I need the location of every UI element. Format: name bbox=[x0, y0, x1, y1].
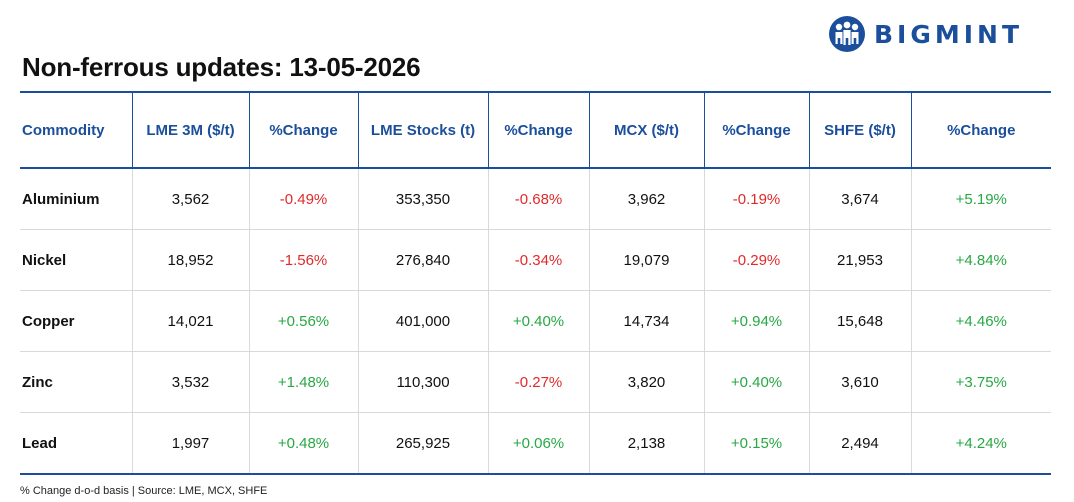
mcx-change-value: +0.94% bbox=[703, 290, 809, 352]
commodity-name: Aluminium bbox=[20, 168, 132, 230]
lme-change-value: +1.48% bbox=[248, 351, 358, 413]
mcx-change-value: -0.19% bbox=[703, 168, 809, 230]
mcx-change-value: +0.15% bbox=[703, 412, 809, 475]
lme-3m-value: 18,952 bbox=[131, 229, 249, 291]
lme-change-value: +0.48% bbox=[248, 412, 358, 475]
brand-name: BIGMINT bbox=[874, 19, 1024, 49]
mcx-change-value: -0.29% bbox=[703, 229, 809, 291]
header-stocks-change: %Change bbox=[487, 91, 589, 169]
mcx-change-value: +0.40% bbox=[703, 351, 809, 413]
mcx-value: 3,962 bbox=[588, 168, 704, 230]
shfe-change-value: +4.46% bbox=[910, 290, 1051, 352]
prices-table-container: Commodity LME 3M ($/t) %Change LME Stock… bbox=[20, 91, 1051, 475]
commodity-name: Zinc bbox=[20, 351, 132, 413]
lme-3m-value: 1,997 bbox=[131, 412, 249, 475]
shfe-change-value: +4.24% bbox=[910, 412, 1051, 475]
lme-stocks-value: 265,925 bbox=[357, 412, 488, 475]
lme-change-value: -1.56% bbox=[248, 229, 358, 291]
table-row: Nickel 18,952 -1.56% 276,840 -0.34% 19,0… bbox=[20, 229, 1051, 291]
lme-stocks-value: 353,350 bbox=[357, 168, 488, 230]
mcx-value: 3,820 bbox=[588, 351, 704, 413]
header-mcx-change: %Change bbox=[703, 91, 809, 169]
stocks-change-value: +0.06% bbox=[487, 412, 589, 475]
commodity-name: Nickel bbox=[20, 229, 132, 291]
shfe-change-value: +3.75% bbox=[910, 351, 1051, 413]
lme-stocks-value: 401,000 bbox=[357, 290, 488, 352]
lme-stocks-value: 276,840 bbox=[357, 229, 488, 291]
table-header-row: Commodity LME 3M ($/t) %Change LME Stock… bbox=[20, 91, 1051, 169]
table-row: Zinc 3,532 +1.48% 110,300 -0.27% 3,820 +… bbox=[20, 351, 1051, 413]
header-lme-change: %Change bbox=[248, 91, 358, 169]
stocks-change-value: +0.40% bbox=[487, 290, 589, 352]
prices-table: Commodity LME 3M ($/t) %Change LME Stock… bbox=[20, 91, 1051, 475]
shfe-value: 2,494 bbox=[808, 412, 911, 475]
header-mcx: MCX ($/t) bbox=[588, 91, 704, 169]
commodity-name: Copper bbox=[20, 290, 132, 352]
header-shfe-change: %Change bbox=[910, 91, 1051, 169]
brand-logo: BIGMINT bbox=[828, 14, 1023, 54]
shfe-value: 3,610 bbox=[808, 351, 911, 413]
stocks-change-value: -0.27% bbox=[487, 351, 589, 413]
header-lme-stocks: LME Stocks (t) bbox=[357, 91, 488, 169]
source-footnote: % Change d-o-d basis | Source: LME, MCX,… bbox=[20, 485, 268, 497]
shfe-change-value: +4.84% bbox=[910, 229, 1051, 291]
lme-stocks-value: 110,300 bbox=[357, 351, 488, 413]
header-lme-3m: LME 3M ($/t) bbox=[131, 91, 249, 169]
table-row: Lead 1,997 +0.48% 265,925 +0.06% 2,138 +… bbox=[20, 412, 1051, 475]
lme-3m-value: 14,021 bbox=[131, 290, 249, 352]
lme-3m-value: 3,532 bbox=[131, 351, 249, 413]
mcx-value: 2,138 bbox=[588, 412, 704, 475]
shfe-change-value: +5.19% bbox=[910, 168, 1051, 230]
table-row: Aluminium 3,562 -0.49% 353,350 -0.68% 3,… bbox=[20, 168, 1051, 230]
mcx-value: 14,734 bbox=[588, 290, 704, 352]
stocks-change-value: -0.34% bbox=[487, 229, 589, 291]
mcx-value: 19,079 bbox=[588, 229, 704, 291]
commodity-name: Lead bbox=[20, 412, 132, 475]
header-shfe: SHFE ($/t) bbox=[808, 91, 911, 169]
lme-change-value: +0.56% bbox=[248, 290, 358, 352]
shfe-value: 3,674 bbox=[808, 168, 911, 230]
header-commodity: Commodity bbox=[20, 91, 132, 169]
stocks-change-value: -0.68% bbox=[487, 168, 589, 230]
lme-3m-value: 3,562 bbox=[131, 168, 249, 230]
shfe-value: 21,953 bbox=[808, 229, 911, 291]
lme-change-value: -0.49% bbox=[248, 168, 358, 230]
people-logo-icon bbox=[829, 16, 865, 52]
table-row: Copper 14,021 +0.56% 401,000 +0.40% 14,7… bbox=[20, 290, 1051, 352]
page-title: Non-ferrous updates: 13-05-2026 bbox=[22, 52, 421, 82]
shfe-value: 15,648 bbox=[808, 290, 911, 352]
